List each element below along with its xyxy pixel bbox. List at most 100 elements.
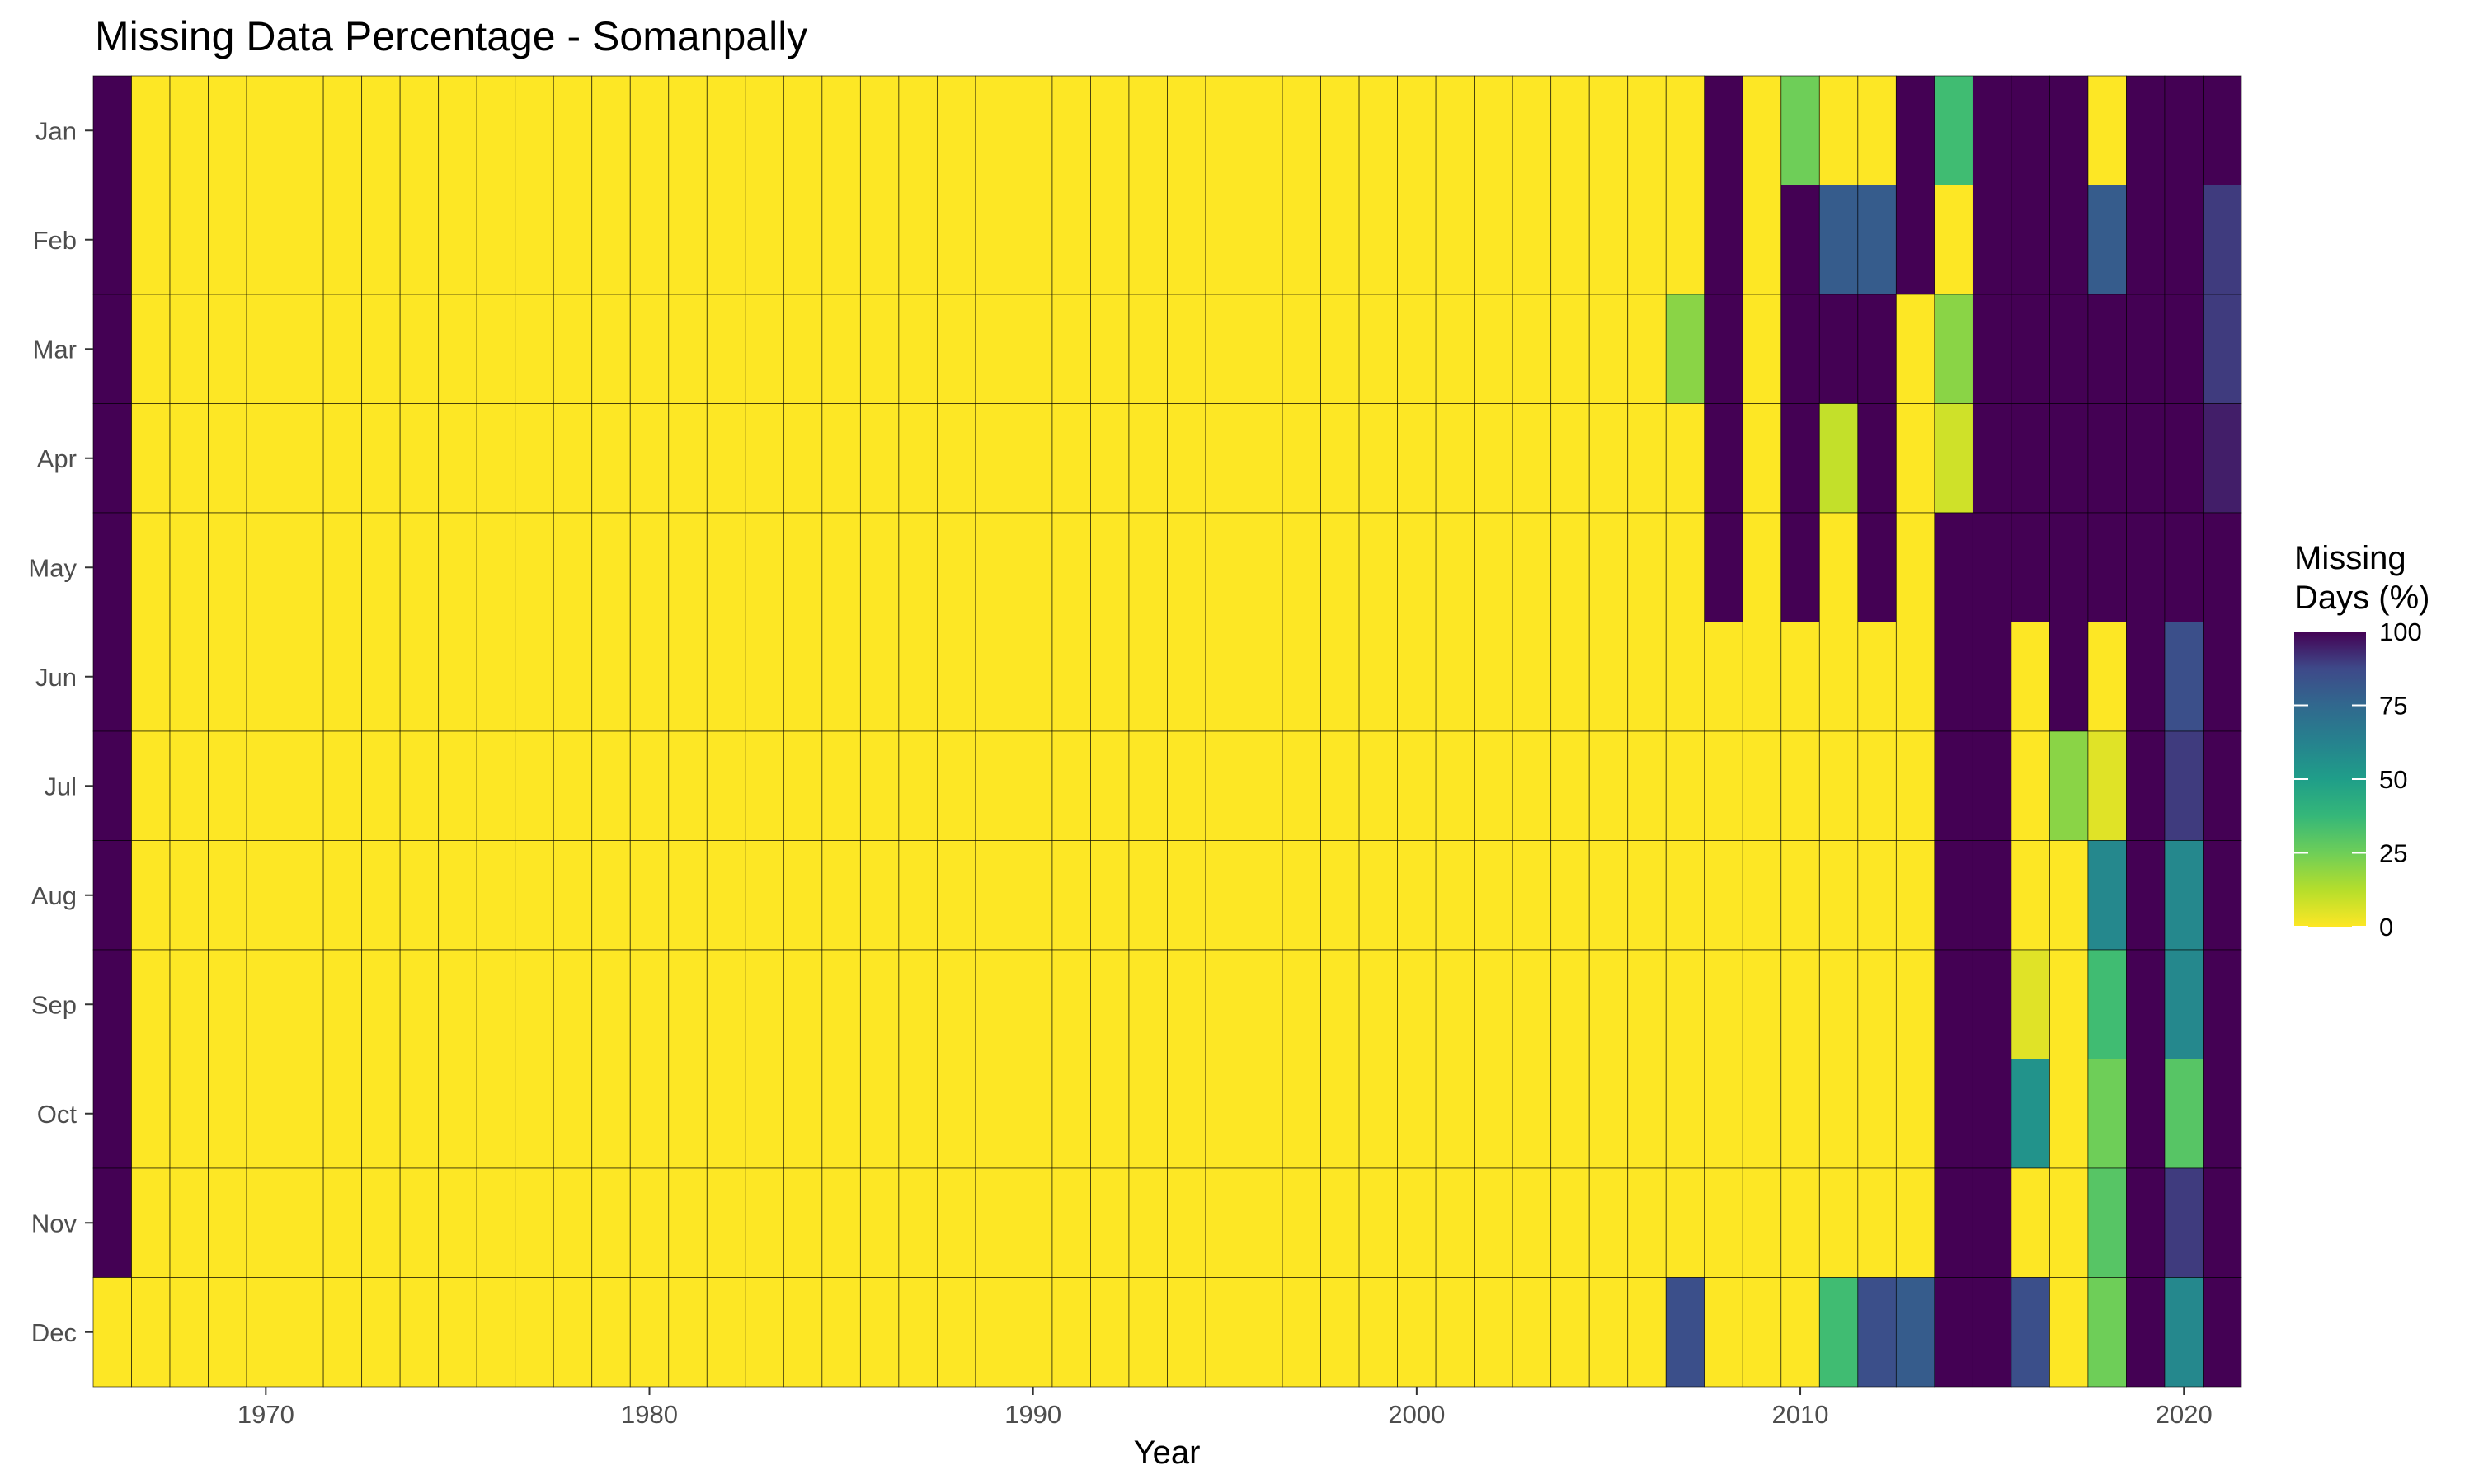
- heatmap-cell-2017-sep: [2049, 949, 2089, 1059]
- heatmap-cell-2018-jan: [2087, 75, 2127, 186]
- heatmap-cell-1998-mar: [1320, 294, 1360, 404]
- legend-tick-label-75: 75: [2379, 692, 2407, 721]
- heatmap-cell-2014-jun: [1934, 622, 1973, 732]
- heatmap-cell-2009-apr: [1742, 403, 1782, 514]
- heatmap-cell-2021-mar: [2203, 294, 2242, 404]
- heatmap-cell-1970-jun: [246, 622, 285, 732]
- heatmap-cell-2011-aug: [1818, 840, 1859, 951]
- heatmap-cell-1991-apr: [1051, 403, 1091, 514]
- heatmap-cell-2001-nov: [1435, 1167, 1475, 1278]
- heatmap-cell-1996-jun: [1244, 622, 1283, 732]
- heatmap-cell-2020-jan: [2164, 75, 2204, 186]
- heatmap-cell-2008-oct: [1704, 1059, 1743, 1169]
- heatmap-cell-1995-dec: [1205, 1277, 1244, 1388]
- heatmap-cell-2002-aug: [1474, 840, 1513, 951]
- heatmap-cell-1970-feb: [246, 185, 285, 295]
- heatmap-cell-2014-jul: [1934, 730, 1973, 841]
- heatmap-cell-2005-dec: [1588, 1277, 1629, 1388]
- heatmap-cell-1975-aug: [438, 840, 477, 951]
- heatmap-cell-1997-jan: [1282, 75, 1321, 186]
- heatmap-cell-2002-feb: [1474, 185, 1513, 295]
- x-tick-label-1990: 1990: [1004, 1400, 1061, 1429]
- heatmap-cell-1983-sep: [745, 949, 784, 1059]
- heatmap-cell-1999-jun: [1358, 622, 1399, 732]
- heatmap-cell-1989-dec: [975, 1277, 1014, 1388]
- heatmap-cell-1990-jul: [1014, 730, 1053, 841]
- heatmap-cell-2012-jul: [1857, 730, 1897, 841]
- heatmap-cell-1980-feb: [629, 185, 670, 295]
- heatmap-cell-2010-may: [1780, 512, 1820, 622]
- heatmap-cell-2004-mar: [1550, 294, 1590, 404]
- heatmap-cell-1991-mar: [1051, 294, 1091, 404]
- heatmap-cell-1988-jul: [936, 730, 976, 841]
- heatmap-cell-1982-dec: [706, 1277, 746, 1388]
- heatmap-cell-1972-jul: [322, 730, 363, 841]
- heatmap-cell-2018-nov: [2087, 1167, 2127, 1278]
- heatmap-cell-2003-dec: [1512, 1277, 1552, 1388]
- heatmap-cell-1970-may: [246, 512, 285, 622]
- heatmap-cell-2009-jul: [1742, 730, 1782, 841]
- heatmap-cell-1966-nov: [92, 1167, 132, 1278]
- heatmap-cell-2016-oct: [2011, 1059, 2050, 1169]
- heatmap-cell-2004-jul: [1550, 730, 1590, 841]
- heatmap-cell-1978-feb: [553, 185, 593, 295]
- heatmap-cell-1981-jan: [668, 75, 708, 186]
- heatmap-cell-2014-feb: [1934, 185, 1973, 295]
- heatmap-cell-1990-jan: [1014, 75, 1053, 186]
- heatmap-cell-1998-jun: [1320, 622, 1360, 732]
- heatmap-cell-2009-feb: [1742, 185, 1782, 295]
- heatmap-cell-1988-nov: [936, 1167, 976, 1278]
- heatmap-cell-1971-jul: [285, 730, 324, 841]
- heatmap-cell-1977-nov: [515, 1167, 554, 1278]
- heatmap-cell-1993-jul: [1128, 730, 1168, 841]
- heatmap-cell-2007-sep: [1665, 949, 1705, 1059]
- heatmap-cell-2015-apr: [1972, 403, 2012, 514]
- heatmap-cell-1986-feb: [859, 185, 900, 295]
- heatmap-cell-2015-jan: [1972, 75, 2012, 186]
- heatmap-cell-1981-oct: [668, 1059, 708, 1169]
- heatmap-cell-1969-jul: [208, 730, 247, 841]
- heatmap-cell-1988-jan: [936, 75, 976, 186]
- heatmap-cell-2019-jul: [2126, 730, 2166, 841]
- heatmap-cell-1994-nov: [1167, 1167, 1206, 1278]
- heatmap-cell-2018-apr: [2087, 403, 2127, 514]
- y-tick-label-apr: Apr: [37, 444, 77, 473]
- x-tick-label-2010: 2010: [1772, 1400, 1829, 1429]
- heatmap-cell-2008-sep: [1704, 949, 1743, 1059]
- heatmap-cell-2013-oct: [1895, 1059, 1935, 1169]
- heatmap-cell-1988-sep: [936, 949, 976, 1059]
- heatmap-cell-1976-jul: [476, 730, 516, 841]
- heatmap-cell-1995-sep: [1205, 949, 1244, 1059]
- heatmap-cell-1970-jan: [246, 75, 285, 186]
- heatmap-cell-1976-sep: [476, 949, 516, 1059]
- heatmap-cell-1979-dec: [591, 1277, 631, 1388]
- heatmap-cell-2012-aug: [1857, 840, 1897, 951]
- heatmap-cell-1987-jun: [898, 622, 938, 732]
- heatmap-cell-1968-aug: [169, 840, 209, 951]
- heatmap-cell-2010-dec: [1780, 1277, 1820, 1388]
- heatmap-cell-1993-feb: [1128, 185, 1168, 295]
- legend-tick-label-0: 0: [2379, 913, 2393, 942]
- heatmap-cell-1980-sep: [629, 949, 670, 1059]
- heatmap-cell-2008-jun: [1704, 622, 1743, 732]
- heatmap-cell-1994-oct: [1167, 1059, 1206, 1169]
- heatmap-cell-2006-jun: [1627, 622, 1667, 732]
- heatmap-cell-2006-oct: [1627, 1059, 1667, 1169]
- heatmap-cell-1978-jul: [553, 730, 593, 841]
- heatmap-cell-2002-dec: [1474, 1277, 1513, 1388]
- heatmap-cell-2008-jul: [1704, 730, 1743, 841]
- heatmap-cell-1980-aug: [629, 840, 670, 951]
- heatmap-cell-1990-nov: [1014, 1167, 1053, 1278]
- heatmap-cell-1979-nov: [591, 1167, 631, 1278]
- heatmap-cell-1976-jan: [476, 75, 516, 186]
- heatmap-cell-1984-dec: [783, 1277, 823, 1388]
- heatmap-cell-1999-dec: [1358, 1277, 1399, 1388]
- heatmap-cell-2002-oct: [1474, 1059, 1513, 1169]
- heatmap-cell-1981-apr: [668, 403, 708, 514]
- heatmap-cell-1969-mar: [208, 294, 247, 404]
- heatmap-cell-1977-may: [515, 512, 554, 622]
- heatmap-cell-1993-dec: [1128, 1277, 1168, 1388]
- heatmap-cell-2002-mar: [1474, 294, 1513, 404]
- heatmap-cell-2008-jan: [1704, 75, 1743, 186]
- heatmap-cell-1987-oct: [898, 1059, 938, 1169]
